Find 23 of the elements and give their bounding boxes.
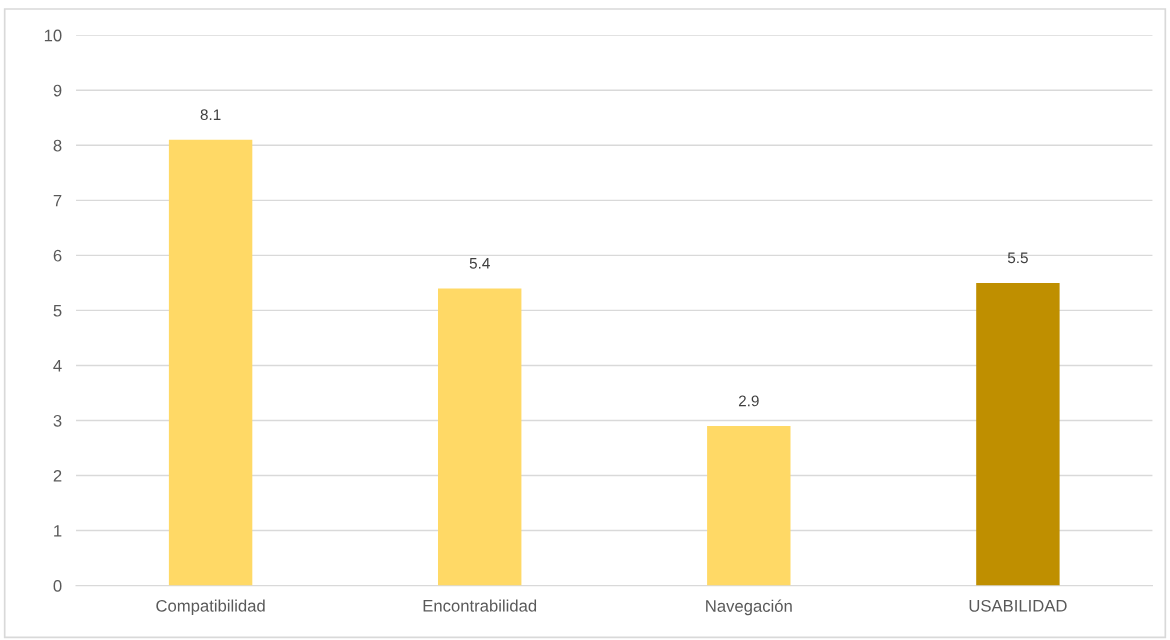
- bar: [437, 288, 522, 586]
- bar: [707, 425, 791, 586]
- data-label: 5.4: [469, 258, 490, 269]
- x-tick-label: Compatibilidad: [156, 599, 265, 616]
- data-label: 8.1: [200, 109, 221, 121]
- y-tick-label: 9: [53, 84, 62, 97]
- y-tick-label: 7: [53, 194, 62, 207]
- y-tick-label: 8: [53, 139, 62, 152]
- y-tick-label: 5: [53, 304, 62, 317]
- y-tick-label: 1: [54, 525, 62, 537]
- y-tick-label: 0: [53, 580, 62, 592]
- data-label: 5.5: [1007, 252, 1028, 264]
- y-tick-label: 3: [53, 414, 62, 427]
- y-tick-label: 6: [53, 249, 62, 262]
- x-tick-label: USABILIDAD: [969, 599, 1067, 612]
- y-tick-label: 2: [53, 469, 62, 482]
- data-label: 2.9: [738, 395, 759, 407]
- bar: [168, 139, 253, 586]
- y-tick-label: 10: [44, 29, 62, 42]
- x-tick-label: Navegación: [706, 599, 792, 616]
- y-tick-label: 4: [53, 360, 62, 372]
- bar: [976, 282, 1060, 586]
- x-tick-label: Encontrabilidad: [423, 599, 537, 612]
